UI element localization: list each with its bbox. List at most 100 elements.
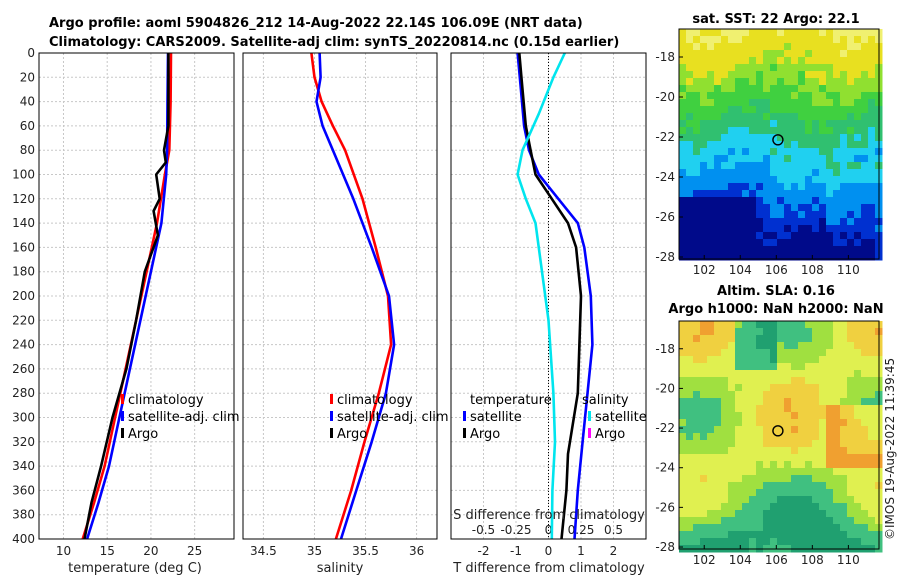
map-cell: [833, 517, 841, 525]
map-cell: [868, 405, 876, 413]
map-cell: [840, 211, 848, 219]
legend-swatch-climatology: [121, 394, 124, 404]
legend-label-s-satellite: satellite: [595, 410, 647, 425]
map-cell: [721, 148, 729, 156]
map-cell: [833, 169, 841, 177]
map-cell: [854, 482, 862, 490]
map-cell: [749, 335, 757, 343]
map-cell: [700, 510, 708, 518]
map-cell: [812, 78, 820, 86]
map-cell: [770, 363, 778, 371]
map-cell: [693, 335, 701, 343]
map-cell: [742, 489, 750, 497]
map-cell: [812, 190, 820, 198]
map-cell: [854, 197, 862, 205]
map-cell: [840, 92, 848, 100]
map-cell: [784, 356, 792, 364]
map-cell: [791, 328, 799, 336]
map-cell: [833, 496, 841, 504]
map-cell: [819, 419, 827, 427]
map-cell: [770, 342, 778, 350]
map-y-tick-label: -18: [655, 342, 675, 356]
map-cell: [693, 57, 701, 65]
map-cell: [763, 71, 771, 79]
map-cell: [791, 454, 799, 462]
map-cell: [679, 239, 687, 247]
map-cell: [770, 447, 778, 455]
map-cell: [735, 127, 743, 135]
map-cell: [805, 113, 813, 121]
map-cell: [707, 127, 715, 135]
map-cell: [847, 92, 855, 100]
map-cell: [854, 321, 862, 329]
map-cell: [861, 43, 869, 51]
legend-label-climatology: climatology: [128, 393, 204, 408]
map-cell: [812, 405, 820, 413]
map-cell: [833, 29, 841, 37]
map-cell: [861, 503, 869, 511]
map-cell: [798, 503, 806, 511]
map-cell: [798, 461, 806, 469]
map-cell: [861, 370, 869, 378]
map-cell: [854, 155, 862, 163]
map-cell: [679, 120, 687, 128]
map-cell: [693, 377, 701, 385]
map-cell: [763, 342, 771, 350]
map-cell: [812, 29, 820, 37]
map-cell: [700, 384, 708, 392]
map-cell: [854, 169, 862, 177]
map-cell: [868, 454, 876, 462]
map-cell: [686, 468, 694, 476]
legend-swatch-s-argo: [588, 428, 591, 438]
map-cell: [721, 517, 729, 525]
map-cell: [812, 169, 820, 177]
map-cell: [833, 524, 841, 532]
map-cell: [735, 482, 743, 490]
map-cell: [819, 531, 827, 539]
map-cell: [819, 246, 827, 254]
map-cell: [777, 183, 785, 191]
map-cell: [833, 461, 841, 469]
map-cell: [700, 211, 708, 219]
map-cell: [826, 363, 834, 371]
map-cell: [868, 524, 876, 532]
map-cell: [721, 78, 729, 86]
map-cell: [700, 232, 708, 240]
map-cell: [868, 531, 876, 539]
map-cell: [777, 454, 785, 462]
map-cell: [833, 377, 841, 385]
map-cell: [798, 50, 806, 58]
map-cell: [707, 489, 715, 497]
map-cell: [693, 162, 701, 170]
map-cell: [854, 398, 862, 406]
map-cell: [742, 524, 750, 532]
map-cell: [707, 328, 715, 336]
imos-credit: ©IMOS 19-Aug-2022 11:39:45: [883, 358, 897, 540]
map-cell: [770, 211, 778, 219]
map-cell: [798, 377, 806, 385]
depth-tick-label: 320: [12, 435, 35, 449]
map-cell: [798, 510, 806, 518]
map-cell: [777, 232, 785, 240]
map-cell: [840, 426, 848, 434]
map-cell: [679, 461, 687, 469]
map-cell: [861, 468, 869, 476]
map-cell: [735, 433, 743, 441]
map-cell: [721, 454, 729, 462]
map-cell: [833, 43, 841, 51]
map-cell: [805, 363, 813, 371]
map-cell: [805, 405, 813, 413]
map-cell: [868, 134, 876, 142]
map-cell: [847, 377, 855, 385]
map-cell: [693, 183, 701, 191]
map-cell: [868, 127, 876, 135]
map-cell: [714, 482, 722, 490]
map-cell: [826, 335, 834, 343]
map-cell: [861, 440, 869, 448]
map-cell: [763, 482, 771, 490]
map-cell: [728, 524, 736, 532]
map-cell: [833, 253, 841, 261]
map-cell: [847, 468, 855, 476]
map-cell: [826, 253, 834, 261]
map-cell: [749, 106, 757, 114]
